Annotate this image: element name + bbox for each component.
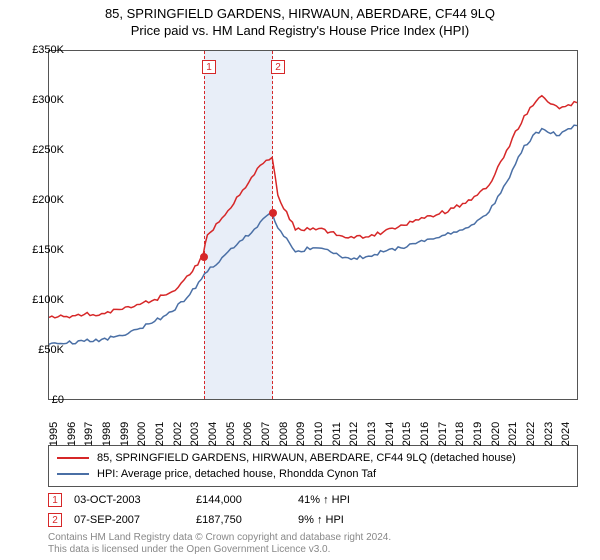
title-main: 85, SPRINGFIELD GARDENS, HIRWAUN, ABERDA… bbox=[0, 6, 600, 21]
sale-pct-1: 41% ↑ HPI bbox=[298, 494, 408, 506]
plot-area bbox=[48, 50, 578, 400]
x-tick-label: 2001 bbox=[154, 422, 166, 446]
sale-row-2: 2 07-SEP-2007 £187,750 9% ↑ HPI bbox=[48, 510, 408, 530]
x-tick-label: 2011 bbox=[331, 422, 343, 446]
x-tick-label: 1998 bbox=[101, 422, 113, 446]
sale-date-1: 03-OCT-2003 bbox=[74, 494, 184, 506]
line-plot bbox=[49, 51, 577, 399]
x-tick-label: 2013 bbox=[366, 422, 378, 446]
x-tick-label: 2024 bbox=[560, 422, 572, 446]
y-tick-label: £350K bbox=[32, 44, 64, 56]
x-tick-label: 2017 bbox=[437, 422, 449, 446]
y-tick-label: £50K bbox=[38, 344, 64, 356]
y-tick-label: £200K bbox=[32, 194, 64, 206]
x-tick-label: 2008 bbox=[278, 422, 290, 446]
y-tick-label: £250K bbox=[32, 144, 64, 156]
x-tick-label: 2016 bbox=[419, 422, 431, 446]
legend-label-hpi: HPI: Average price, detached house, Rhon… bbox=[97, 468, 376, 480]
x-tick-label: 2023 bbox=[543, 422, 555, 446]
x-tick-label: 2000 bbox=[136, 422, 148, 446]
sale-price-2: £187,750 bbox=[196, 514, 286, 526]
sale-marker-box-2: 2 bbox=[271, 60, 285, 74]
x-tick-label: 2003 bbox=[189, 422, 201, 446]
legend-item-property: 85, SPRINGFIELD GARDENS, HIRWAUN, ABERDA… bbox=[57, 450, 569, 466]
x-tick-label: 2019 bbox=[472, 422, 484, 446]
x-tick-label: 2007 bbox=[260, 422, 272, 446]
x-tick-label: 2005 bbox=[225, 422, 237, 446]
x-tick-label: 2006 bbox=[242, 422, 254, 446]
footer-line-1: Contains HM Land Registry data © Crown c… bbox=[48, 532, 391, 544]
legend-swatch-hpi bbox=[57, 473, 89, 475]
x-tick-label: 2009 bbox=[295, 422, 307, 446]
y-tick-label: £100K bbox=[32, 294, 64, 306]
x-tick-label: 2015 bbox=[401, 422, 413, 446]
sale-price-1: £144,000 bbox=[196, 494, 286, 506]
title-block: 85, SPRINGFIELD GARDENS, HIRWAUN, ABERDA… bbox=[0, 0, 600, 38]
x-tick-label: 2002 bbox=[172, 422, 184, 446]
y-tick-label: £300K bbox=[32, 94, 64, 106]
x-tick-label: 2021 bbox=[507, 422, 519, 446]
sale-row-1: 1 03-OCT-2003 £144,000 41% ↑ HPI bbox=[48, 490, 408, 510]
y-tick-label: £150K bbox=[32, 244, 64, 256]
title-subtitle: Price paid vs. HM Land Registry's House … bbox=[0, 23, 600, 38]
x-tick-label: 2010 bbox=[313, 422, 325, 446]
x-tick-label: 2020 bbox=[490, 422, 502, 446]
x-tick-label: 2022 bbox=[525, 422, 537, 446]
series-property_price bbox=[49, 96, 577, 318]
sale-dot-1 bbox=[200, 253, 208, 261]
chart-container: 85, SPRINGFIELD GARDENS, HIRWAUN, ABERDA… bbox=[0, 0, 600, 560]
x-tick-label: 1996 bbox=[66, 422, 78, 446]
series-hpi bbox=[49, 125, 577, 344]
legend-item-hpi: HPI: Average price, detached house, Rhon… bbox=[57, 466, 569, 482]
sales-table: 1 03-OCT-2003 £144,000 41% ↑ HPI 2 07-SE… bbox=[48, 490, 408, 530]
sale-dot-2 bbox=[269, 209, 277, 217]
legend: 85, SPRINGFIELD GARDENS, HIRWAUN, ABERDA… bbox=[48, 445, 578, 487]
x-tick-label: 2004 bbox=[207, 422, 219, 446]
x-tick-label: 1995 bbox=[48, 422, 60, 446]
sale-date-2: 07-SEP-2007 bbox=[74, 514, 184, 526]
footer: Contains HM Land Registry data © Crown c… bbox=[48, 532, 391, 556]
y-tick-label: £0 bbox=[52, 394, 64, 406]
legend-label-property: 85, SPRINGFIELD GARDENS, HIRWAUN, ABERDA… bbox=[97, 452, 516, 464]
x-tick-label: 1997 bbox=[83, 422, 95, 446]
x-tick-label: 1999 bbox=[119, 422, 131, 446]
sale-marker-box-1: 1 bbox=[202, 60, 216, 74]
sale-marker-2: 2 bbox=[48, 513, 62, 527]
x-tick-label: 2018 bbox=[454, 422, 466, 446]
x-tick-label: 2012 bbox=[348, 422, 360, 446]
legend-swatch-property bbox=[57, 457, 89, 459]
x-tick-label: 2014 bbox=[384, 422, 396, 446]
footer-line-2: This data is licensed under the Open Gov… bbox=[48, 544, 391, 556]
sale-pct-2: 9% ↑ HPI bbox=[298, 514, 408, 526]
sale-marker-1: 1 bbox=[48, 493, 62, 507]
